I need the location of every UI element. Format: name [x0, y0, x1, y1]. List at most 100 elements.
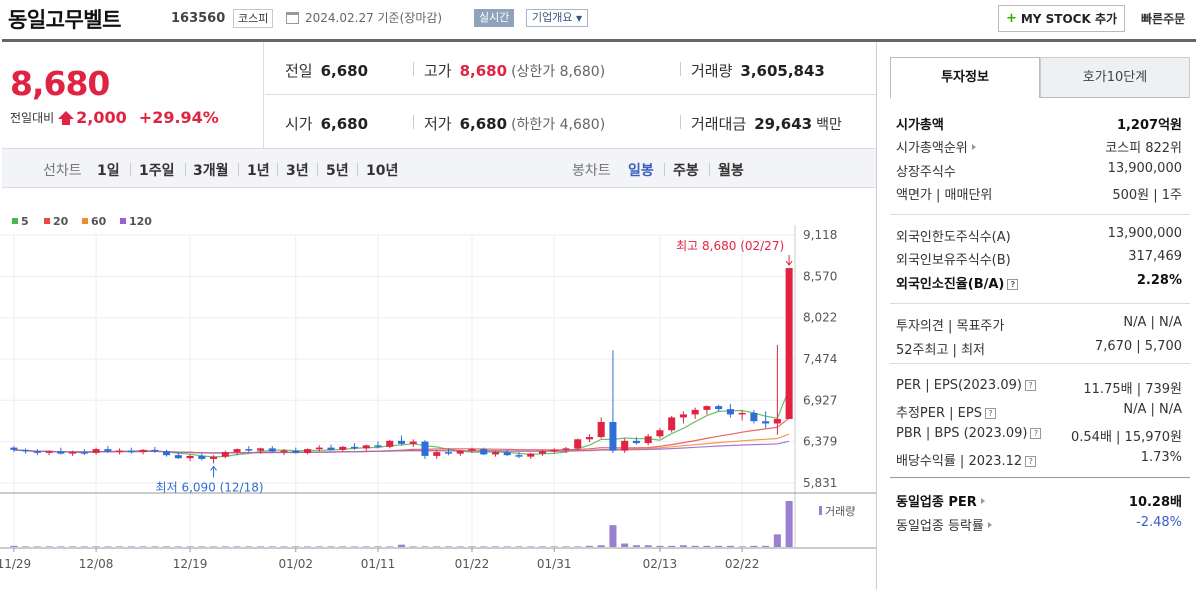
x-tick-label: 02/22	[725, 557, 760, 571]
candle-body	[527, 453, 535, 457]
candle-body	[609, 421, 617, 451]
current-price: 8,680	[10, 64, 110, 103]
fast-order-link[interactable]: 빠른주문	[1141, 12, 1186, 26]
low-price: 저가 6,680 (하한가 4,680)	[424, 115, 606, 133]
info-row[interactable]: 동일업종 등락률 -2.48%	[896, 515, 1182, 539]
realtime-button[interactable]: 실시간	[474, 9, 515, 27]
market-badge: 코스피	[233, 9, 274, 28]
current-price-box: 8,680 전일대비 2,000 +29.94%	[2, 42, 264, 148]
period-5y[interactable]: 5년	[326, 163, 349, 179]
legend-label: 120	[129, 215, 152, 228]
x-tick-label: 12/08	[79, 557, 114, 571]
candle-body	[57, 451, 65, 454]
period-3y[interactable]: 3년	[286, 163, 309, 179]
info-key: 동일업종 PER	[896, 491, 985, 510]
divider	[680, 115, 681, 129]
line-chart-label[interactable]: 선차트	[43, 163, 82, 179]
volume-bar	[656, 545, 664, 547]
volume-bar	[221, 546, 229, 547]
volume-bar	[57, 546, 65, 547]
volume-bar	[456, 546, 464, 547]
info-value: 11.75배 | 739원	[1083, 382, 1182, 397]
compare-label: 전일대비	[10, 111, 55, 125]
info-value: 2.28%	[1136, 273, 1182, 288]
volume-bar	[362, 546, 370, 547]
candle-weekly[interactable]: 주봉	[673, 163, 699, 179]
volume-bar	[280, 546, 288, 547]
candle-body	[22, 449, 30, 452]
candle-body	[33, 451, 41, 453]
divider	[413, 115, 414, 129]
max-annotation: 최고 8,680 (02/27)	[676, 239, 784, 253]
volume-bar	[315, 546, 323, 547]
legend-label: 20	[53, 215, 69, 228]
candle-chart-label[interactable]: 봉차트	[572, 163, 611, 179]
section-divider	[890, 214, 1190, 215]
period-1w[interactable]: 1주일	[139, 163, 175, 179]
y-tick-label: 5,831	[803, 476, 837, 490]
info-row: 외국인보유주식수(B) 317,469	[896, 249, 1182, 273]
candle-body	[362, 445, 370, 449]
chevron-right-icon	[971, 144, 976, 150]
period-3m[interactable]: 3개월	[193, 163, 229, 179]
add-mystock-button[interactable]: + MY STOCK 추가	[998, 5, 1125, 32]
info-row[interactable]: 동일업종 PER 10.28배	[896, 491, 1182, 515]
volume: 거래량 3,605,843	[691, 62, 825, 80]
candle-body	[715, 406, 723, 410]
company-overview-label: 기업개요	[532, 11, 573, 24]
stats-row-1: 전일 6,680 고가 8,680 (상한가 8,680) 거래량 3,605,843	[265, 42, 876, 95]
x-tick-label: 12/19	[173, 557, 208, 571]
volume-bar	[597, 545, 605, 547]
info-key: 투자의견 | 목표주가	[896, 319, 1005, 334]
help-icon[interactable]: ?	[1024, 380, 1036, 391]
volume-bar	[644, 545, 652, 547]
help-icon[interactable]: ?	[984, 408, 996, 419]
info-value: N/A | N/A	[1123, 402, 1182, 417]
prev-close: 전일 6,680	[285, 62, 369, 80]
divider	[317, 163, 318, 176]
chevron-down-icon: ▼	[575, 14, 583, 23]
volume-bar	[609, 525, 617, 547]
info-row[interactable]: 시가총액순위 코스피 822위	[896, 137, 1182, 161]
chevron-right-icon	[987, 522, 992, 528]
tab-order-book[interactable]: 호가10단계	[1040, 57, 1190, 98]
volume-bar	[632, 545, 640, 547]
candle-body	[163, 451, 171, 456]
period-10y[interactable]: 10년	[366, 163, 399, 179]
volume-bar	[433, 546, 441, 547]
volume-bar	[327, 546, 335, 547]
info-value: 코스피 822위	[1105, 141, 1182, 156]
tab-investment-info[interactable]: 투자정보	[890, 57, 1040, 98]
y-tick-label: 6,927	[803, 393, 837, 407]
volume-bar	[33, 546, 41, 547]
candle-body	[597, 421, 605, 438]
help-icon[interactable]: ?	[1007, 279, 1019, 290]
company-overview-button[interactable]: 기업개요 ▼	[526, 9, 589, 27]
candle-body	[139, 449, 147, 453]
chevron-right-icon	[980, 498, 985, 504]
info-row: 52주최고 | 최저 7,670 | 5,700	[896, 339, 1182, 363]
candle-monthly[interactable]: 월봉	[718, 163, 744, 179]
high-price: 고가 8,680 (상한가 8,680)	[424, 62, 606, 80]
divider	[413, 62, 414, 76]
period-1d[interactable]: 1일	[97, 163, 120, 179]
volume-bar	[679, 545, 687, 547]
help-icon[interactable]: ?	[1025, 456, 1037, 467]
candle-daily[interactable]: 일봉	[628, 163, 654, 179]
candle-body	[292, 450, 300, 453]
volume-bar	[574, 546, 582, 547]
volume-bar	[339, 546, 347, 547]
info-value: -2.48%	[1136, 515, 1182, 530]
price-stats: 전일 6,680 고가 8,680 (상한가 8,680) 거래량 3,605,843 …	[265, 42, 876, 148]
volume-bar	[715, 545, 723, 547]
date-text: 2024.02.27 기준(장마감)	[305, 11, 443, 25]
date-info: 2024.02.27 기준(장마감)	[286, 9, 442, 26]
info-key: 배당수익률 | 2023.12?	[896, 450, 1037, 469]
help-icon[interactable]: ?	[1030, 428, 1042, 439]
period-1y[interactable]: 1년	[247, 163, 270, 179]
stock-chart[interactable]: 5 20 60 120 9,118 8,570 8,022 7,474 6,927 6,379 5,…	[0, 205, 876, 590]
candle-body	[585, 437, 593, 440]
volume-bar	[762, 545, 770, 547]
candle-body	[92, 449, 100, 453]
candle-body	[304, 449, 312, 453]
